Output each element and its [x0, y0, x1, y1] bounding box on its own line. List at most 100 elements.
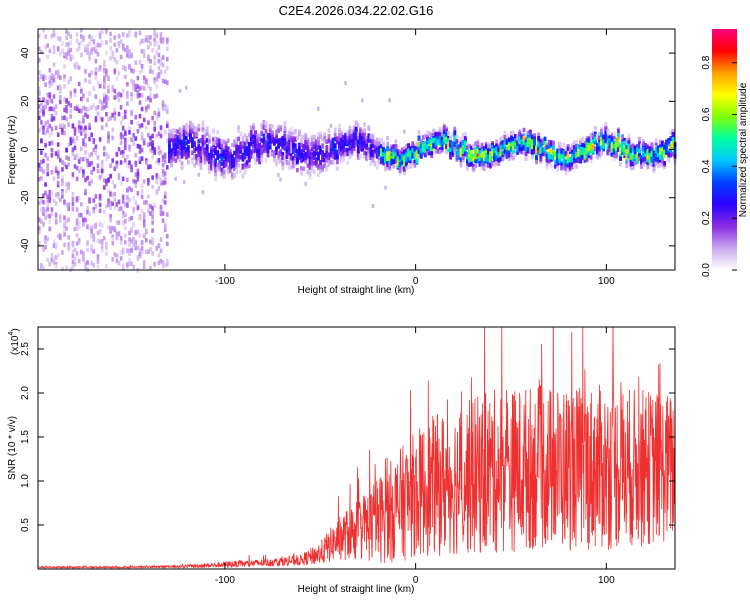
spectrogram-cell — [73, 106, 77, 111]
spectrogram-cell — [331, 154, 335, 159]
spectrogram-cell — [308, 164, 312, 169]
spectrogram-cell — [256, 157, 259, 162]
spectrogram-cell — [149, 211, 152, 216]
spectrogram-cell — [75, 106, 79, 111]
spectrogram-cell — [155, 190, 159, 196]
spectrogram-cell — [73, 62, 77, 68]
spectrogram-cell — [71, 249, 75, 254]
spectrogram-cell — [304, 151, 308, 157]
spectrogram-cell — [157, 160, 161, 166]
spectrogram-cell — [182, 144, 186, 149]
spectrogram-cell — [354, 141, 358, 146]
spectrogram-cell — [575, 147, 578, 152]
spectrogram-cell — [94, 67, 98, 72]
spectrogram-cell — [419, 153, 423, 158]
spectrogram-cell — [283, 146, 287, 151]
spectrogram-cell — [142, 212, 146, 217]
spectrogram-cell — [218, 143, 222, 148]
spectrogram-cell — [560, 162, 564, 167]
spectrogram-cell — [348, 154, 352, 159]
spectrogram-cell — [356, 155, 360, 160]
spectrogram-cell — [495, 143, 499, 148]
spectrogram-cell — [333, 149, 337, 155]
spectrogram-cell — [65, 226, 68, 231]
spectrogram-cell — [199, 151, 203, 156]
spectrogram-cell — [142, 79, 146, 85]
spectrogram-cell — [302, 144, 306, 149]
spectrogram-cell — [342, 148, 345, 154]
spectrogram-cell — [654, 149, 658, 154]
spectrogram-cell — [132, 222, 135, 228]
spectrogram-cell — [455, 150, 459, 156]
spectrogram-cell — [117, 260, 121, 266]
spectrogram-cell — [241, 144, 245, 149]
spectrogram-cell — [128, 197, 131, 202]
spectrogram-cell — [293, 148, 297, 153]
spectrogram-cell — [182, 132, 186, 138]
spectrogram-cell — [100, 168, 104, 173]
spectrogram-cell — [48, 198, 52, 204]
spectrogram-cell — [130, 68, 133, 73]
spectrogram-cell — [197, 127, 201, 132]
spectrogram-cell — [220, 141, 224, 147]
spectrogram-cell — [638, 136, 641, 142]
spectrogram-cell — [63, 232, 66, 237]
spectrogram-cell — [111, 236, 114, 242]
spectrogram-cell — [184, 147, 188, 153]
spectrogram-cell — [600, 132, 603, 138]
spectrogram-cell — [398, 154, 402, 159]
spectrogram-cell — [153, 150, 156, 155]
spectrogram-cell — [40, 126, 43, 131]
spectrogram-cell — [304, 143, 308, 148]
spectrogram-cell — [155, 179, 159, 185]
spectrogram-cell — [157, 45, 161, 50]
spectrogram-cell — [394, 159, 398, 164]
spectrogram-cell — [491, 144, 494, 149]
spectrogram-cell — [134, 200, 138, 205]
spectrogram-cell — [587, 138, 591, 143]
spectrogram-cell — [484, 152, 488, 158]
spectrogram-cell — [119, 39, 123, 44]
spectrogram-cell — [249, 154, 253, 159]
spectrogram-cell — [614, 142, 618, 147]
spectrogram-cell — [549, 154, 553, 159]
spectrogram-cell — [189, 120, 192, 126]
spectrogram-cell — [348, 141, 352, 146]
spectrogram-cell — [88, 34, 91, 39]
spectrogram-cell — [130, 238, 133, 244]
spectrogram-cell — [82, 93, 85, 98]
spectrogram-cell — [382, 156, 385, 162]
spectrogram-cell — [157, 158, 161, 163]
spectrogram-cell — [535, 159, 538, 165]
spectrogram-cell — [327, 162, 331, 167]
spectrogram-cell — [518, 131, 522, 137]
spectrogram-cell — [105, 72, 108, 77]
spectrogram-cell — [359, 153, 362, 159]
x-tick-label: 0 — [413, 276, 419, 287]
spectrogram-cell — [115, 48, 119, 53]
spectrogram-cell — [161, 263, 165, 269]
spectrogram-cell — [487, 163, 490, 168]
spectrogram-cell — [539, 139, 543, 145]
spectrogram-cell — [356, 134, 360, 139]
spectrogram-cell — [356, 139, 360, 145]
spectrogram-cell — [149, 135, 152, 141]
spectrogram-cell — [176, 141, 180, 146]
spectrogram-cell — [207, 152, 211, 158]
spectrogram-cell — [356, 153, 360, 158]
spectrogram-cell — [88, 122, 91, 128]
spectrogram-cell — [281, 139, 285, 145]
spectrogram-cell — [388, 159, 392, 165]
spectrogram-cell — [627, 139, 631, 145]
spectrogram-cell — [514, 150, 517, 155]
spectrogram-cell — [134, 246, 138, 251]
spectrogram-cell — [115, 93, 119, 98]
spectrogram-cell — [570, 157, 574, 163]
spectrogram-cell — [142, 138, 146, 143]
spectrogram-cell — [71, 123, 75, 128]
spectrogram-cell — [48, 48, 52, 54]
spectrogram-cell — [105, 241, 108, 247]
spectrogram-cell — [585, 157, 589, 163]
spectrogram-cell — [100, 125, 104, 130]
spectrogram-cell — [411, 141, 415, 146]
